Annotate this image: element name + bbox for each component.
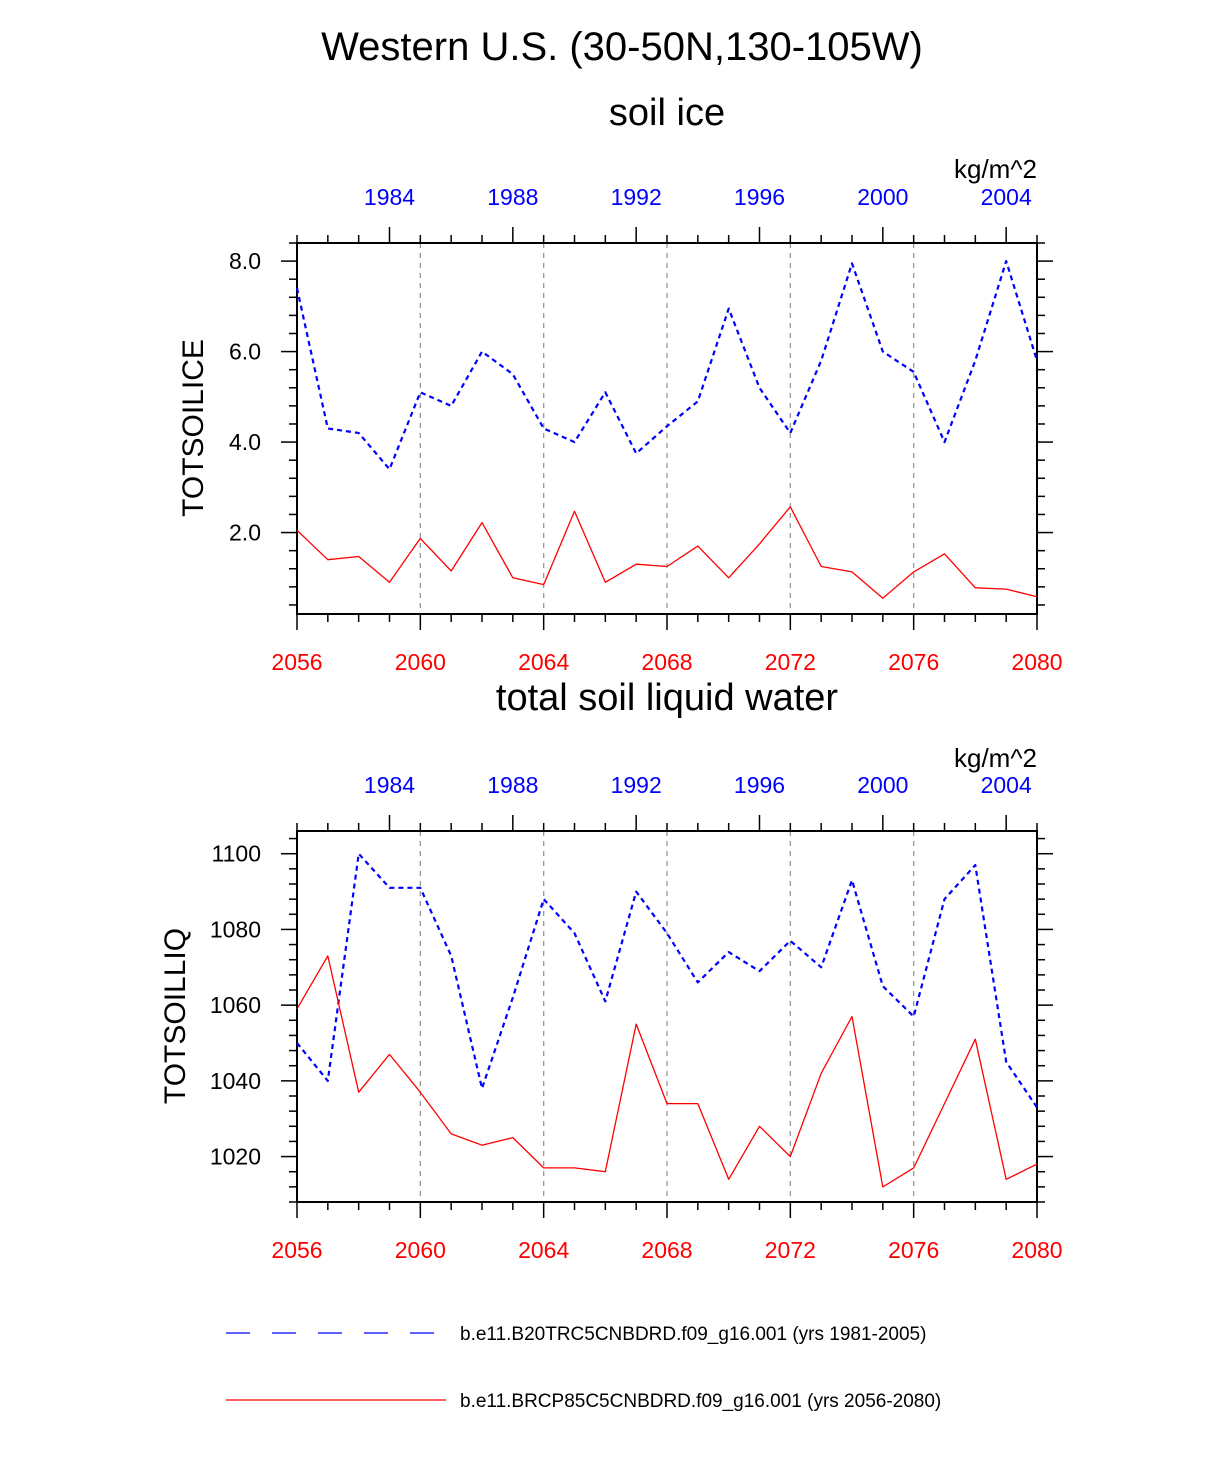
legend-label: b.e11.BRCP85C5CNBDRD.f09_g16.001 (yrs 20… xyxy=(460,1391,941,1412)
x-tick-label-bottom: 2060 xyxy=(395,649,446,675)
series-line-future xyxy=(296,506,1038,599)
x-tick-label-bottom: 2072 xyxy=(765,1237,816,1263)
chart-panel-soil-ice: soil ice kg/m^2 TOTSOILICE 2056 2060 2064 2068… xyxy=(177,92,1063,675)
units-label: kg/m^2 xyxy=(954,154,1037,184)
chart-title: soil ice xyxy=(609,92,725,134)
legend: b.e11.B20TRC5CNBDRD.f09_g16.001 (yrs 198… xyxy=(226,1324,941,1412)
x-tick-label-top: 1984 xyxy=(364,772,415,798)
x-tick-label-top: 1988 xyxy=(487,184,538,210)
x-tick-label-bottom: 2056 xyxy=(271,649,322,675)
x-tick-label-bottom: 2064 xyxy=(518,1237,569,1263)
x-tick-label-bottom: 2076 xyxy=(888,1237,939,1263)
y-axis-label: TOTSOILICE xyxy=(177,339,210,517)
y-tick-label: 1060 xyxy=(210,992,261,1018)
x-tick-label-top: 1988 xyxy=(487,772,538,798)
chart-panels: soil ice kg/m^2 TOTSOILICE 2056 2060 2064 2068… xyxy=(159,92,1063,1263)
x-tick-label-bottom: 2080 xyxy=(1011,649,1062,675)
x-tick-label-bottom: 2068 xyxy=(641,649,692,675)
series-line-future xyxy=(296,955,1038,1188)
x-tick-label-top: 1996 xyxy=(734,772,785,798)
y-tick-label: 8.0 xyxy=(229,248,261,274)
x-tick-label-bottom: 2080 xyxy=(1011,1237,1062,1263)
x-tick-label-bottom: 2072 xyxy=(765,649,816,675)
x-tick-label-bottom: 2068 xyxy=(641,1237,692,1263)
x-tick-label-bottom: 2060 xyxy=(395,1237,446,1263)
x-tick-label-bottom: 2076 xyxy=(888,649,939,675)
y-tick-label: 2.0 xyxy=(229,520,261,546)
units-label: kg/m^2 xyxy=(954,743,1037,773)
y-tick-label: 1080 xyxy=(210,916,261,942)
y-tick-label: 1020 xyxy=(210,1144,261,1170)
chart-title: total soil liquid water xyxy=(496,677,839,719)
y-tick-label: 4.0 xyxy=(229,429,261,455)
x-tick-label-top: 2000 xyxy=(857,184,908,210)
chart-panel-soil-liquid: total soil liquid water kg/m^2 TOTSOILLIQ 2… xyxy=(159,677,1063,1263)
x-tick-label-top: 2000 xyxy=(857,772,908,798)
series-line-historical xyxy=(296,852,1038,1109)
series-line-historical xyxy=(295,260,1039,471)
y-tick-label: 6.0 xyxy=(229,339,261,365)
x-tick-label-bottom: 2056 xyxy=(271,1237,322,1263)
page-title: Western U.S. (30-50N,130-105W) xyxy=(321,25,923,69)
x-tick-label-top: 1992 xyxy=(611,184,662,210)
x-tick-label-top: 2004 xyxy=(981,772,1032,798)
x-tick-label-top: 2004 xyxy=(981,184,1032,210)
plot-frame xyxy=(296,242,1038,615)
x-tick-label-bottom: 2064 xyxy=(518,649,569,675)
y-tick-label: 1100 xyxy=(212,841,261,867)
x-tick-label-top: 1996 xyxy=(734,184,785,210)
x-tick-label-top: 1992 xyxy=(611,772,662,798)
plot-frame xyxy=(296,830,1038,1203)
x-tick-label-top: 1984 xyxy=(364,184,415,210)
y-tick-label: 1040 xyxy=(210,1068,261,1094)
y-axis-label: TOTSOILLIQ xyxy=(159,928,192,1104)
legend-label: b.e11.B20TRC5CNBDRD.f09_g16.001 (yrs 198… xyxy=(460,1324,926,1345)
